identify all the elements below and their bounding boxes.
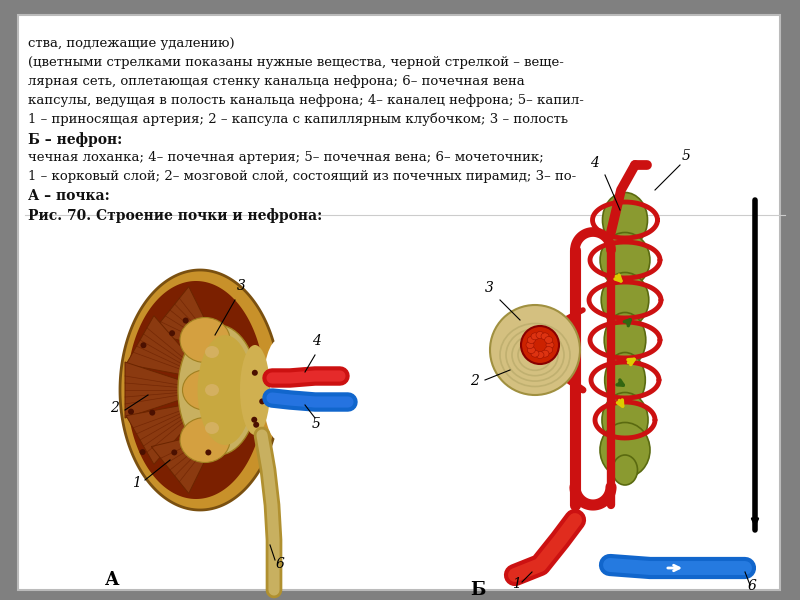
Ellipse shape [605, 352, 646, 407]
Ellipse shape [526, 341, 534, 349]
Circle shape [140, 449, 146, 455]
Ellipse shape [600, 422, 650, 478]
Ellipse shape [531, 350, 539, 357]
Circle shape [182, 317, 189, 323]
Text: 1: 1 [132, 476, 141, 490]
Text: 5: 5 [312, 417, 321, 431]
Ellipse shape [178, 325, 258, 455]
Text: А: А [105, 571, 119, 589]
Polygon shape [126, 400, 210, 464]
Ellipse shape [527, 337, 535, 343]
Ellipse shape [536, 352, 544, 358]
Text: чечная лоханка; 4– почечная артерия; 5– почечная вена; 6– мочеточник;: чечная лоханка; 4– почечная артерия; 5– … [28, 151, 544, 164]
Text: 6: 6 [276, 557, 285, 571]
Text: Б – нефрон:: Б – нефрон: [28, 132, 122, 147]
Ellipse shape [180, 317, 230, 362]
Text: 4: 4 [590, 156, 599, 170]
Ellipse shape [180, 418, 230, 463]
Text: капсулы, ведущая в полость канальца нефрона; 4– каналец нефрона; 5– капил-: капсулы, ведущая в полость канальца нефр… [28, 94, 584, 107]
Circle shape [150, 410, 155, 416]
Ellipse shape [205, 422, 219, 434]
Ellipse shape [541, 333, 549, 340]
Ellipse shape [602, 272, 649, 328]
Circle shape [252, 370, 258, 376]
Circle shape [259, 398, 266, 404]
Ellipse shape [600, 232, 650, 287]
Text: лярная сеть, оплетающая стенку канальца нефрона; 6– почечная вена: лярная сеть, оплетающая стенку канальца … [28, 75, 525, 88]
Ellipse shape [604, 313, 646, 367]
Ellipse shape [545, 346, 553, 353]
Text: Рис. 70. Строение почки и нефрона:: Рис. 70. Строение почки и нефрона: [28, 208, 322, 223]
Polygon shape [151, 287, 220, 350]
Polygon shape [120, 270, 280, 510]
Text: 4: 4 [312, 334, 321, 348]
Text: 2: 2 [110, 401, 119, 415]
Polygon shape [127, 281, 265, 499]
Ellipse shape [613, 455, 638, 485]
Circle shape [169, 330, 175, 336]
Text: 1 – приносящая артерия; 2 – капсула с капиллярным клубочком; 3 – полость: 1 – приносящая артерия; 2 – капсула с ка… [28, 113, 568, 127]
Text: 1: 1 [512, 577, 521, 591]
Ellipse shape [240, 345, 270, 435]
Ellipse shape [263, 340, 293, 440]
Ellipse shape [205, 346, 219, 358]
Polygon shape [151, 430, 220, 493]
Ellipse shape [521, 326, 559, 364]
Ellipse shape [531, 333, 539, 340]
Circle shape [253, 422, 259, 428]
Ellipse shape [546, 341, 554, 349]
Circle shape [141, 342, 146, 348]
Text: ства, подлежащие удалению): ства, подлежащие удалению) [28, 37, 234, 50]
Text: 5: 5 [682, 149, 691, 163]
Ellipse shape [545, 337, 553, 343]
Circle shape [251, 417, 258, 423]
Ellipse shape [541, 350, 549, 357]
Ellipse shape [602, 193, 647, 247]
Text: 3: 3 [485, 281, 494, 295]
Circle shape [171, 449, 178, 455]
Text: А – почка:: А – почка: [28, 189, 110, 203]
Circle shape [206, 449, 211, 455]
Text: Б: Б [470, 581, 486, 599]
Ellipse shape [182, 370, 227, 410]
Circle shape [128, 409, 134, 415]
Ellipse shape [536, 331, 544, 338]
Ellipse shape [198, 335, 253, 445]
Text: 6: 6 [748, 579, 757, 593]
Ellipse shape [205, 384, 219, 396]
Text: 3: 3 [237, 279, 246, 293]
Text: (цветными стрелками показаны нужные вещества, черной стрелкой – веще-: (цветными стрелками показаны нужные веще… [28, 56, 564, 69]
Polygon shape [126, 316, 210, 380]
Polygon shape [125, 362, 210, 418]
Ellipse shape [602, 392, 648, 448]
Ellipse shape [527, 346, 535, 353]
Text: 1 – корковый слой; 2– мозговой слой, состоящий из почечных пирамид; 3– по-: 1 – корковый слой; 2– мозговой слой, сос… [28, 170, 576, 183]
Ellipse shape [490, 305, 580, 395]
Text: 2: 2 [470, 374, 479, 388]
FancyBboxPatch shape [18, 15, 780, 590]
